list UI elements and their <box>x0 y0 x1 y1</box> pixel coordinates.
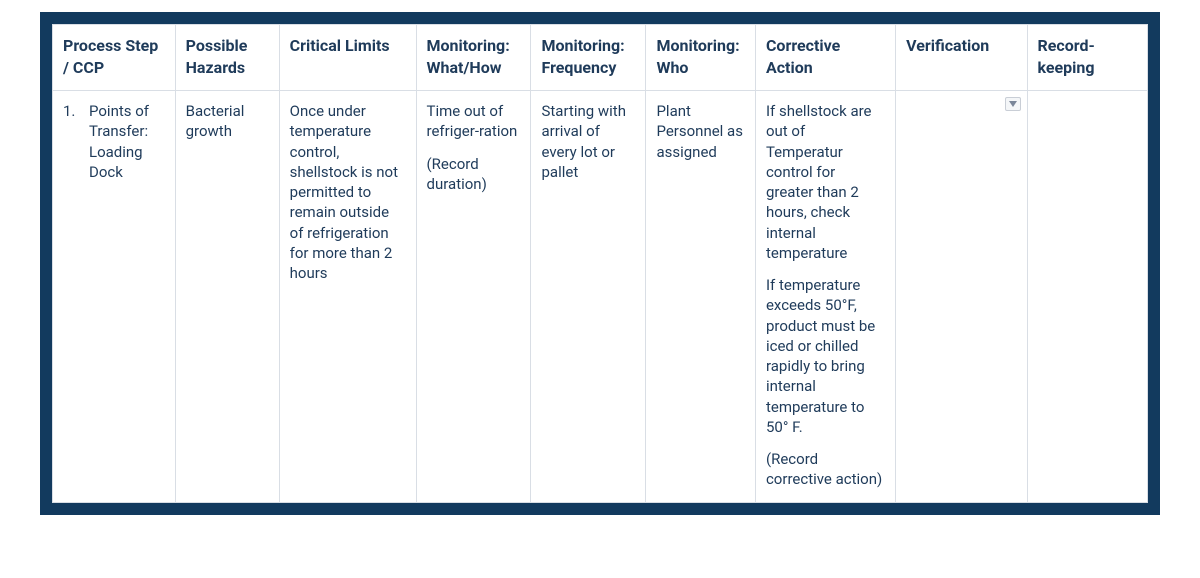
corrective-p2: If temperature exceeds 50°F, product mus… <box>766 275 885 437</box>
col-corrective-action: Corrective Action <box>755 25 895 91</box>
dropdown-caret-icon[interactable] <box>1005 97 1021 111</box>
step-number: 1. <box>63 101 79 182</box>
step-text: Points of Transfer: Loading Dock <box>89 101 165 182</box>
corrective-p1: If shellstock are out of Temperatur cont… <box>766 101 885 263</box>
col-record-keeping: Record-keeping <box>1027 25 1148 91</box>
monitoring-what-p1: Time out of refriger-ration <box>427 101 521 142</box>
cell-monitoring-who: Plant Personnel as assigned <box>646 91 756 503</box>
cell-verification <box>896 91 1027 503</box>
cell-critical-limits: Once under temperature control, shellsto… <box>279 91 416 503</box>
cell-record-keeping <box>1027 91 1148 503</box>
table-frame: Process Step / CCP Possible Hazards Crit… <box>40 12 1160 515</box>
cell-process-step: 1. Points of Transfer: Loading Dock <box>53 91 176 503</box>
cell-monitoring-frequency: Starting with arrival of every lot or pa… <box>531 91 646 503</box>
col-monitoring-frequency: Monitoring: Frequency <box>531 25 646 91</box>
col-monitoring-who: Monitoring: Who <box>646 25 756 91</box>
col-possible-hazards: Possible Hazards <box>175 25 279 91</box>
cell-hazards: Bacterial growth <box>175 91 279 503</box>
col-critical-limits: Critical Limits <box>279 25 416 91</box>
corrective-p3: (Record corrective action) <box>766 449 885 490</box>
cell-corrective-action: If shellstock are out of Temperatur cont… <box>755 91 895 503</box>
monitoring-what-p2: (Record duration) <box>427 154 521 195</box>
haccp-table: Process Step / CCP Possible Hazards Crit… <box>52 24 1148 503</box>
col-verification: Verification <box>896 25 1027 91</box>
cell-monitoring-what: Time out of refriger-ration (Record dura… <box>416 91 531 503</box>
table-row: 1. Points of Transfer: Loading Dock Bact… <box>53 91 1148 503</box>
col-process-step: Process Step / CCP <box>53 25 176 91</box>
col-monitoring-what: Monitoring: What/How <box>416 25 531 91</box>
table-header-row: Process Step / CCP Possible Hazards Crit… <box>53 25 1148 91</box>
